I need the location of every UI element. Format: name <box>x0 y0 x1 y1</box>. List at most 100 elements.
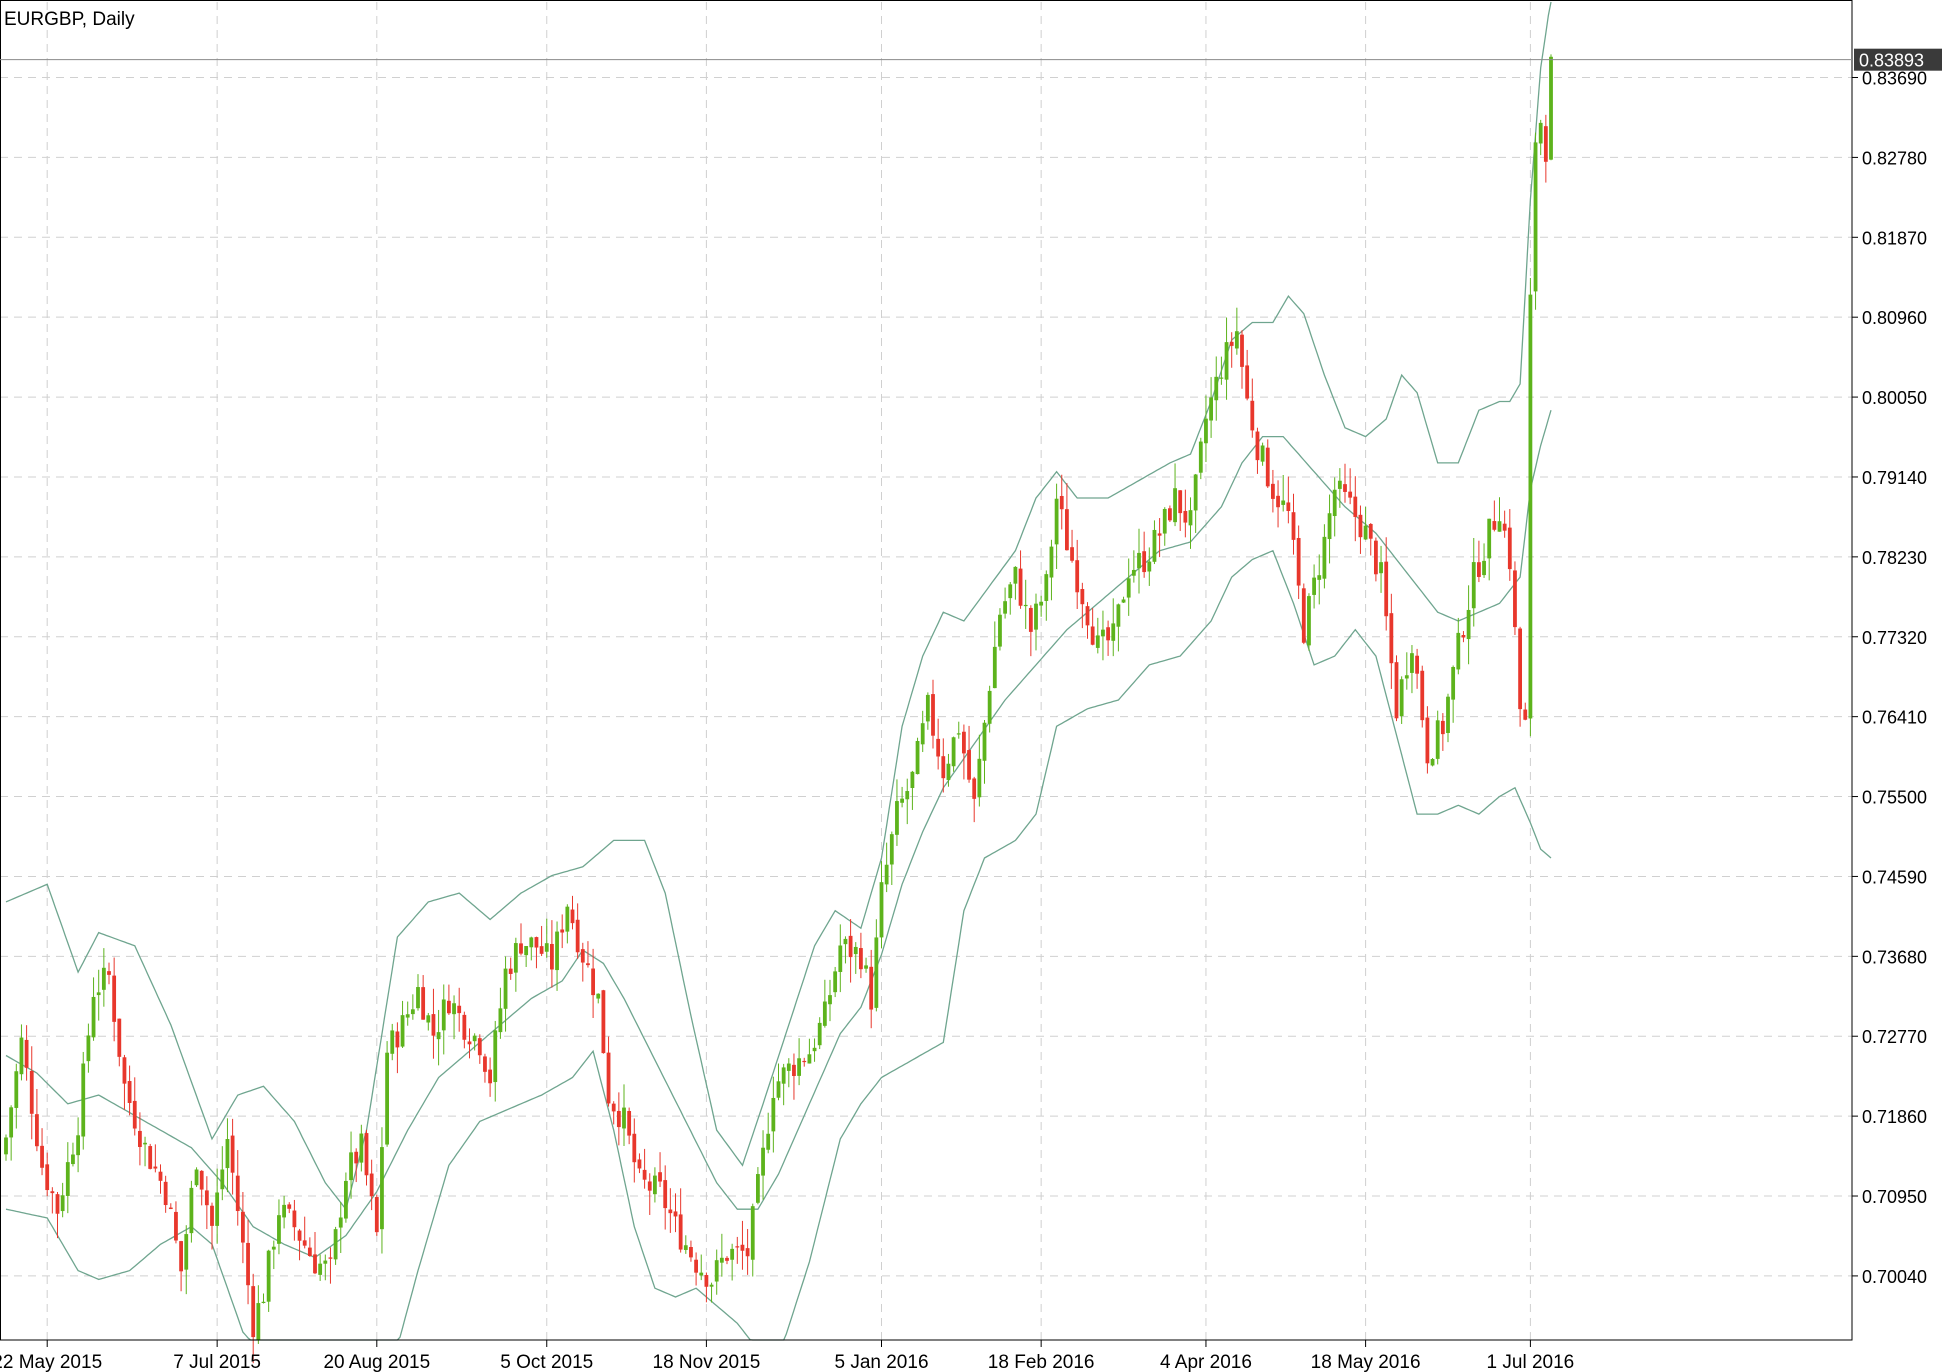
candle <box>4 1134 8 1161</box>
candle-body-bull <box>220 1169 225 1190</box>
candle-body-bull <box>385 1052 389 1145</box>
candle-body-bull <box>864 965 868 969</box>
candle-body-bear <box>1461 634 1466 638</box>
candle-body-bull <box>905 791 910 800</box>
candle-body-bull <box>1332 489 1337 517</box>
candle-body-bull <box>771 1097 776 1132</box>
candle <box>24 1025 29 1081</box>
candle-body-bear <box>138 1130 142 1147</box>
candle-body-bull <box>1399 679 1404 717</box>
candle <box>1255 427 1260 474</box>
candle-body-bull <box>596 993 601 999</box>
candle-body-bull <box>915 740 920 775</box>
candle-body-bull <box>96 992 101 996</box>
candle-body-bear <box>792 1064 796 1077</box>
candle <box>1549 54 1553 161</box>
candle-body-bull <box>1152 529 1157 562</box>
candle-body-bear <box>1389 613 1394 664</box>
candle <box>230 1118 235 1195</box>
candle <box>1492 500 1497 532</box>
candle-body-bear <box>1271 483 1275 499</box>
candle <box>35 1089 39 1152</box>
candle-body-bull <box>828 995 832 1005</box>
candle-body-bear <box>1276 495 1280 508</box>
candle <box>405 1001 410 1026</box>
candle-body-bear <box>1286 502 1291 511</box>
candle <box>1332 477 1337 537</box>
candle-body-bull <box>1312 577 1316 595</box>
candle-body-bull <box>1137 552 1141 569</box>
candle <box>220 1146 225 1201</box>
candle <box>1214 356 1219 421</box>
candle-body-bull <box>946 763 951 780</box>
candle <box>1471 537 1476 627</box>
candle <box>215 1168 220 1244</box>
candle-body-bear <box>292 1210 297 1228</box>
candle <box>158 1164 163 1194</box>
candle <box>86 1023 91 1073</box>
candle <box>153 1144 158 1173</box>
candle <box>271 1240 276 1270</box>
candle <box>678 1188 683 1253</box>
candle-body-bear <box>204 1190 209 1206</box>
candle <box>477 1034 482 1064</box>
candle <box>962 724 966 780</box>
candle <box>132 1077 137 1136</box>
candle-body-bear <box>539 946 544 954</box>
candle <box>925 692 930 730</box>
candle <box>1425 706 1430 774</box>
candle <box>822 979 827 1028</box>
candle <box>163 1175 168 1213</box>
candle <box>65 1142 70 1214</box>
candle-body-bull <box>1101 629 1105 637</box>
candle-body-bear <box>1059 495 1064 510</box>
candle-body-bull <box>730 1248 735 1260</box>
candle <box>797 1038 801 1086</box>
candle <box>101 948 106 1007</box>
candle <box>941 738 946 793</box>
candle <box>550 920 554 988</box>
candle <box>1513 561 1517 636</box>
candle <box>812 1038 817 1062</box>
candle-body-bear <box>1425 717 1430 764</box>
candle-body-bear <box>148 1146 153 1169</box>
candle-body-bear <box>962 731 966 754</box>
candle-body-bear <box>663 1180 668 1209</box>
candle <box>987 685 992 733</box>
candle <box>488 1057 492 1097</box>
candle <box>1358 505 1363 554</box>
candle <box>503 956 508 1032</box>
candle-body-bear <box>1075 560 1080 593</box>
candle-body-bull <box>9 1107 14 1138</box>
candle <box>107 962 111 985</box>
candle-body-bull <box>1430 759 1435 766</box>
candle-body-bull <box>60 1195 65 1212</box>
candle <box>1028 605 1033 657</box>
candle-body-bear <box>467 1041 472 1045</box>
candle-body-bull <box>1044 574 1049 601</box>
candle <box>992 621 997 689</box>
candle <box>1307 593 1311 651</box>
candle <box>565 904 570 944</box>
candle-body-bear <box>859 948 863 970</box>
candle <box>611 1101 616 1125</box>
candle <box>1080 582 1085 629</box>
candle-body-bear <box>936 738 941 757</box>
candle <box>956 721 961 739</box>
y-tick-label: 0.78230 <box>1862 548 1927 568</box>
candle <box>756 1167 760 1205</box>
y-tick-label: 0.70040 <box>1862 1267 1927 1287</box>
candle-body-bear <box>642 1169 647 1180</box>
candle-body-bull <box>544 943 549 952</box>
candle-body-bull <box>843 938 848 945</box>
candle <box>1301 583 1306 645</box>
candle <box>1075 539 1080 609</box>
candle <box>71 1142 75 1167</box>
candle-body-bear <box>1394 662 1399 719</box>
candle <box>869 949 874 1029</box>
candle <box>575 903 580 959</box>
candle <box>591 948 595 1018</box>
candle-body-bull <box>1008 584 1013 599</box>
candle-body-bull <box>925 694 930 722</box>
